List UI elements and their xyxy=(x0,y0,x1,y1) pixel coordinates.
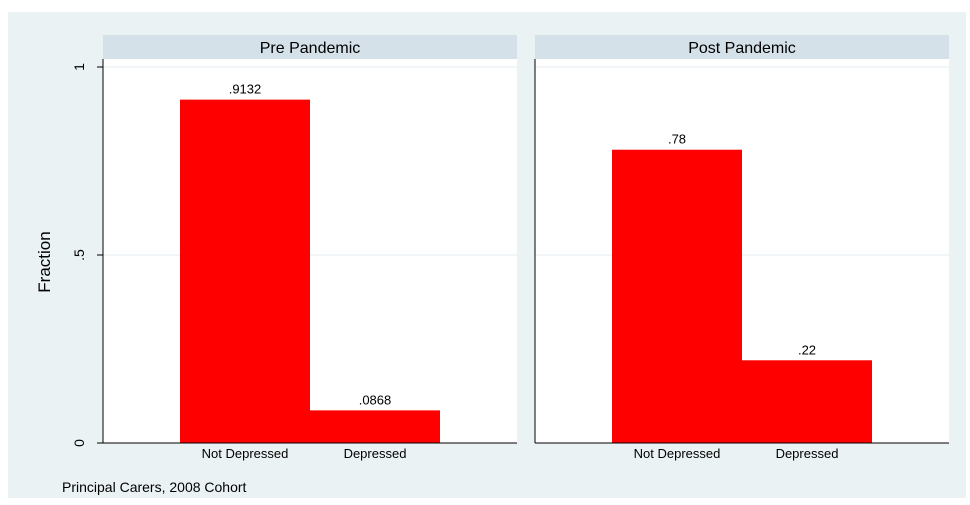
y-axis-label: Fraction xyxy=(35,231,54,292)
x-tick-label: Not Depressed xyxy=(634,446,721,461)
x-tick-label: Depressed xyxy=(776,446,839,461)
data-label: .0868 xyxy=(359,392,392,407)
bar xyxy=(310,410,440,443)
y-ticks: 0.51 xyxy=(71,63,103,447)
chart-note: Principal Carers, 2008 Cohort xyxy=(62,479,247,495)
panel-title: Post Pandemic xyxy=(688,40,796,57)
bars: .9132 .0868 xyxy=(180,82,440,443)
x-tick-label: Not Depressed xyxy=(202,446,289,461)
data-label: .9132 xyxy=(229,82,262,97)
y-tick-label: .5 xyxy=(71,249,87,261)
data-label: .78 xyxy=(668,132,686,147)
panel-title-strip xyxy=(535,35,949,59)
bar xyxy=(180,99,310,443)
panel-title: Pre Pandemic xyxy=(260,40,361,57)
y-tick-label: 1 xyxy=(71,63,87,71)
bars: .78 .22 xyxy=(612,132,872,443)
panel-pre-pandemic: Pre Pandemic .9132.0868 0.51 Not Depress… xyxy=(71,35,517,461)
x-tick-label: Depressed xyxy=(344,446,407,461)
y-tick-label: 0 xyxy=(71,439,87,447)
panel-title-strip xyxy=(103,35,517,59)
bar xyxy=(742,360,872,443)
data-label: .22 xyxy=(798,342,816,357)
panel-post-pandemic: Post Pandemic .78 .22 Not Depressed Depre… xyxy=(534,35,949,461)
bar xyxy=(612,149,742,443)
